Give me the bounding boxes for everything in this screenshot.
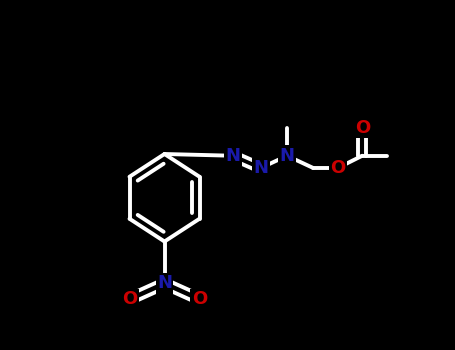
Text: O: O	[330, 159, 345, 177]
Text: N: N	[157, 274, 172, 293]
Text: O: O	[122, 290, 137, 308]
Text: N: N	[253, 159, 268, 177]
Text: N: N	[225, 147, 240, 165]
Text: O: O	[354, 119, 370, 137]
Text: O: O	[192, 290, 207, 308]
Text: N: N	[279, 147, 294, 165]
